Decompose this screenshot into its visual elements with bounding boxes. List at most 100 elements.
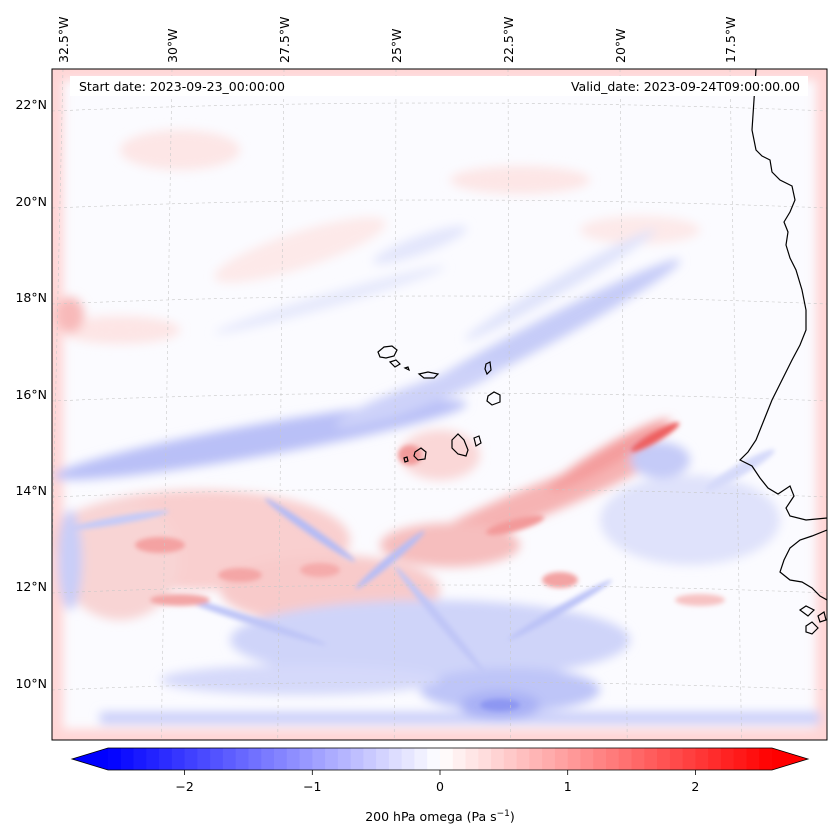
latitude-label: 12°N [15, 579, 47, 594]
latitude-label: 18°N [15, 290, 47, 305]
colorbar-step [261, 748, 275, 770]
island-santiago [451, 433, 469, 457]
colorbar-step [312, 748, 326, 770]
latitude-label: 22°N [15, 97, 47, 112]
colorbar-extend-min [72, 748, 108, 770]
longitude-label: 20°W [613, 28, 628, 63]
colorbar-step [618, 748, 632, 770]
longitude-label: 30°W [165, 28, 180, 63]
island-boa-vista [486, 391, 501, 406]
latitude-label: 14°N [15, 483, 47, 498]
longitude-labels: 32.5°W 30°W 27.5°W 25°W 22.5°W 20°W 17.5°W [56, 17, 738, 63]
parallel-gridline [52, 392, 827, 402]
colorbar-step [452, 748, 466, 770]
longitude-label: 32.5°W [56, 17, 71, 63]
parallel-gridline [52, 488, 827, 498]
colorbar-step [222, 748, 236, 770]
colorbar-step [567, 748, 581, 770]
latitude-labels: 22°N 20°N 18°N 16°N 14°N 12°N 10°N [15, 97, 47, 691]
colorbar-extend-max [772, 748, 808, 770]
colorbar-step [529, 748, 543, 770]
colorbar-ticks: −2 −1 0 1 2 [175, 770, 699, 794]
latitude-label: 20°N [15, 194, 47, 209]
colorbar-step [299, 748, 313, 770]
longitude-label: 22.5°W [501, 17, 516, 63]
start-date-label: Start date: 2023-09-23_00:00:00 [79, 79, 285, 94]
colorbar-step [401, 748, 415, 770]
omega-field [52, 69, 827, 740]
parallel-gridline [52, 295, 827, 305]
map-gridlines [52, 69, 827, 740]
colorbar-step [503, 748, 517, 770]
colorbar-step [554, 748, 568, 770]
meridian-gridline [160, 69, 173, 740]
colorbar-tick-label: 1 [564, 779, 572, 794]
parallel-gridline [52, 102, 827, 112]
header-strip [70, 76, 808, 96]
latitude-label: 16°N [15, 387, 47, 402]
colorbar-step [478, 748, 492, 770]
colorbar-step [388, 748, 402, 770]
colorbar-step [465, 748, 479, 770]
colorbar-tick-label: 2 [691, 779, 699, 794]
colorbar-step [350, 748, 364, 770]
island-maio [473, 435, 482, 447]
meridian-gridline [619, 69, 628, 740]
colorbar-outline [70, 747, 810, 771]
colorbar-step [210, 748, 224, 770]
colorbar-tick-label: −1 [303, 779, 321, 794]
island-santo-antao [377, 345, 398, 359]
colorbar-step [516, 748, 530, 770]
parallel-gridline [52, 681, 827, 691]
longitude-label: 27.5°W [277, 17, 292, 63]
colorbar-step [708, 748, 722, 770]
colorbar-step [580, 748, 594, 770]
colorbar-step [248, 748, 262, 770]
longitude-label: 25°W [389, 28, 404, 63]
colorbar-step [542, 748, 556, 770]
meridian-gridline [393, 69, 397, 740]
colorbar-step [759, 748, 773, 770]
colorbar-step [593, 748, 607, 770]
island-sao-nicolau [417, 371, 440, 379]
colorbar-step [274, 748, 288, 770]
colorbar-step [171, 748, 185, 770]
colorbar-step [606, 748, 620, 770]
coastlines [377, 69, 827, 635]
island-sal [484, 361, 492, 376]
colorbar-step [133, 748, 147, 770]
colorbar-step [414, 748, 428, 770]
omega-field-detail [70, 422, 775, 711]
map-panel: Start date: 2023-09-23_00:00:00 Valid_da… [15, 17, 828, 741]
africa-coastline [738, 69, 827, 521]
colorbar-step [720, 748, 734, 770]
guinea-bissau-coastline [779, 529, 827, 601]
island-fogo [413, 447, 427, 461]
colorbar-step [440, 748, 454, 770]
colorbar-step [108, 748, 122, 770]
colorbar-step [427, 748, 441, 770]
colorbar-step [657, 748, 671, 770]
meridian-gridline [729, 69, 742, 740]
omega-field-smooth [52, 69, 827, 740]
colorbar-step [197, 748, 211, 770]
colorbar-step [682, 748, 696, 770]
colorbar-step [286, 748, 300, 770]
colorbar-step [376, 748, 390, 770]
colorbar-label: 200 hPa omega (Pa s−1) [365, 809, 515, 824]
parallel-gridline [52, 584, 827, 594]
colorbar: −2 −1 0 1 2 200 hPa omega (Pa s−1) [70, 747, 810, 824]
colorbar-steps [108, 748, 773, 770]
colorbar-step [146, 748, 160, 770]
latitude-label: 10°N [15, 676, 47, 691]
island-brava [403, 456, 409, 463]
meridian-gridline [277, 69, 285, 740]
colorbar-step [644, 748, 658, 770]
colorbar-step [325, 748, 339, 770]
colorbar-step [733, 748, 747, 770]
island-sao-vicente [388, 359, 401, 368]
colorbar-step [746, 748, 760, 770]
colorbar-tick-label: 0 [436, 779, 444, 794]
colorbar-step [669, 748, 683, 770]
